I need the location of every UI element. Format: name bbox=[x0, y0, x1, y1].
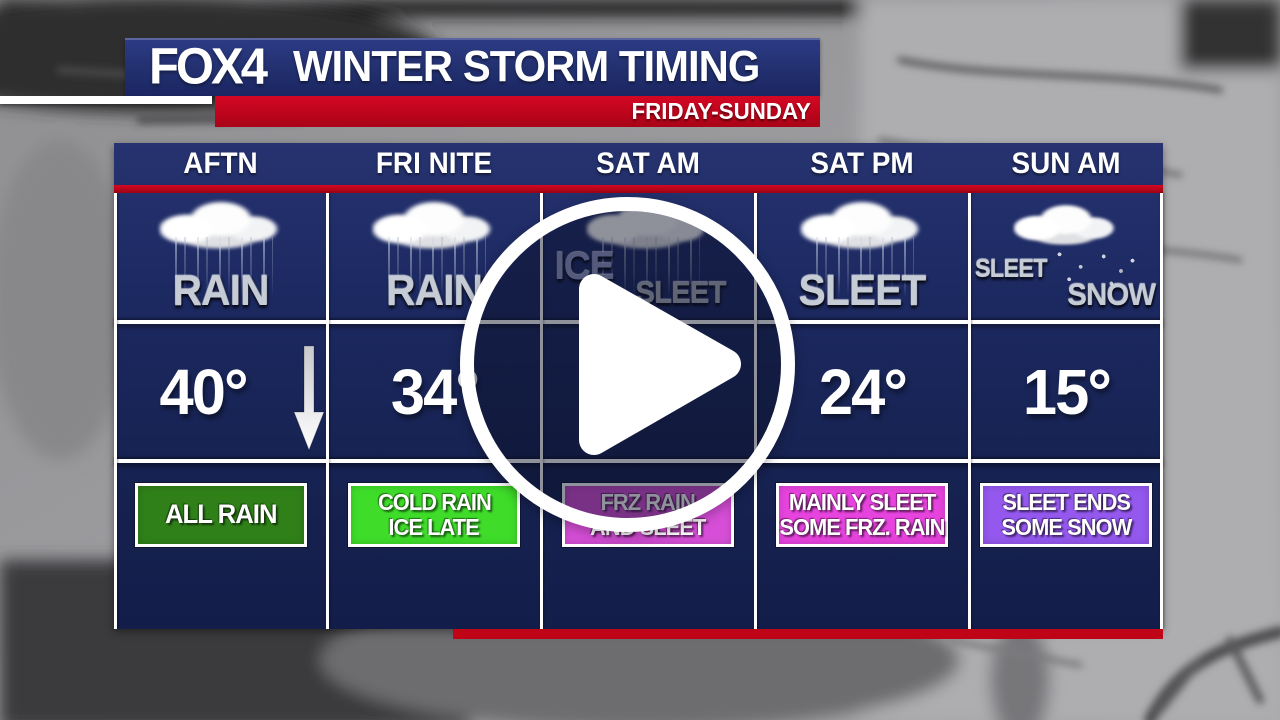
date-range-label: FRIDAY-SUNDAY bbox=[631, 98, 811, 124]
play-icon bbox=[579, 274, 741, 455]
icon-word-snow: SNOW bbox=[1067, 277, 1156, 312]
temperature: 24° bbox=[818, 356, 907, 428]
column-divider bbox=[1160, 193, 1163, 629]
rain-streaks bbox=[382, 237, 486, 301]
period-label: AFTN bbox=[183, 147, 258, 180]
page-title: WINTER STORM TIMING bbox=[292, 42, 760, 91]
period-label: SAT PM bbox=[810, 147, 914, 180]
sleet-cloud-icon: SLEET bbox=[755, 195, 969, 320]
icon-word-sleet: SLEET bbox=[798, 267, 927, 315]
rain-cloud-icon: RAIN bbox=[114, 195, 327, 320]
station-logo: FOX4 bbox=[149, 38, 268, 96]
period-label: SUN AM bbox=[1011, 147, 1121, 180]
period-label: SAT AM bbox=[596, 147, 700, 180]
sleet-snow-cloud-icon: SLEET SNOW bbox=[969, 195, 1163, 320]
column-divider bbox=[968, 193, 971, 629]
header-red-stripe bbox=[114, 185, 1163, 193]
icon-word-sleet: SLEET bbox=[974, 255, 1048, 283]
advisory-text: ICE LATE bbox=[388, 514, 480, 540]
icon-word-rain: RAIN bbox=[172, 267, 269, 315]
header-bar: FOX4 WINTER STORM TIMING bbox=[125, 38, 820, 96]
rain-cloud-icon: RAIN bbox=[327, 195, 541, 320]
column-divider bbox=[326, 193, 329, 629]
period-label: FRI NITE bbox=[375, 147, 493, 180]
advisory-text: ALL RAIN bbox=[164, 499, 278, 530]
advisory-text: SOME SNOW bbox=[1001, 514, 1132, 540]
column-divider bbox=[114, 193, 117, 629]
header-white-strip bbox=[0, 96, 212, 104]
advisory-text: SLEET ENDS bbox=[1002, 488, 1131, 515]
falling-arrow-icon bbox=[293, 346, 325, 452]
advisory-badge: COLD RAIN ICE LATE bbox=[348, 483, 520, 547]
advisory-text: SOME FRZ. RAIN bbox=[779, 514, 945, 540]
advisory-badge: SLEET ENDS SOME SNOW bbox=[980, 483, 1152, 547]
date-range-banner: FRIDAY-SUNDAY bbox=[215, 96, 820, 127]
forecast-column-sun-am: SUN AM SLEET SNOW 15° SLEET ENDS SOME SN… bbox=[969, 143, 1163, 629]
snow-speckles bbox=[1048, 245, 1144, 297]
sleet-streaks bbox=[810, 237, 914, 301]
advisory-badge: ALL RAIN bbox=[134, 483, 307, 547]
advisory-badge: MAINLY SLEET SOME FRZ. RAIN bbox=[776, 483, 948, 547]
rain-streaks bbox=[168, 237, 273, 301]
cloud-shape bbox=[1013, 200, 1119, 246]
forecast-panel: AFTN RAIN 40° ALL RAIN FRI NITE bbox=[114, 143, 1163, 629]
forecast-column-sat-pm: SAT PM SLEET 24° MAINLY SLEET SOME FRZ. … bbox=[755, 143, 969, 629]
temperature: 40° bbox=[159, 356, 249, 428]
bottom-accent-bar bbox=[453, 629, 1163, 639]
forecast-column-aftn: AFTN RAIN 40° ALL RAIN bbox=[114, 143, 327, 629]
temperature: 15° bbox=[1022, 356, 1111, 428]
icon-word-rain: RAIN bbox=[385, 267, 483, 315]
advisory-text: COLD RAIN bbox=[377, 488, 492, 515]
advisory-text: MAINLY SLEET bbox=[788, 488, 936, 515]
play-button[interactable] bbox=[460, 197, 795, 532]
